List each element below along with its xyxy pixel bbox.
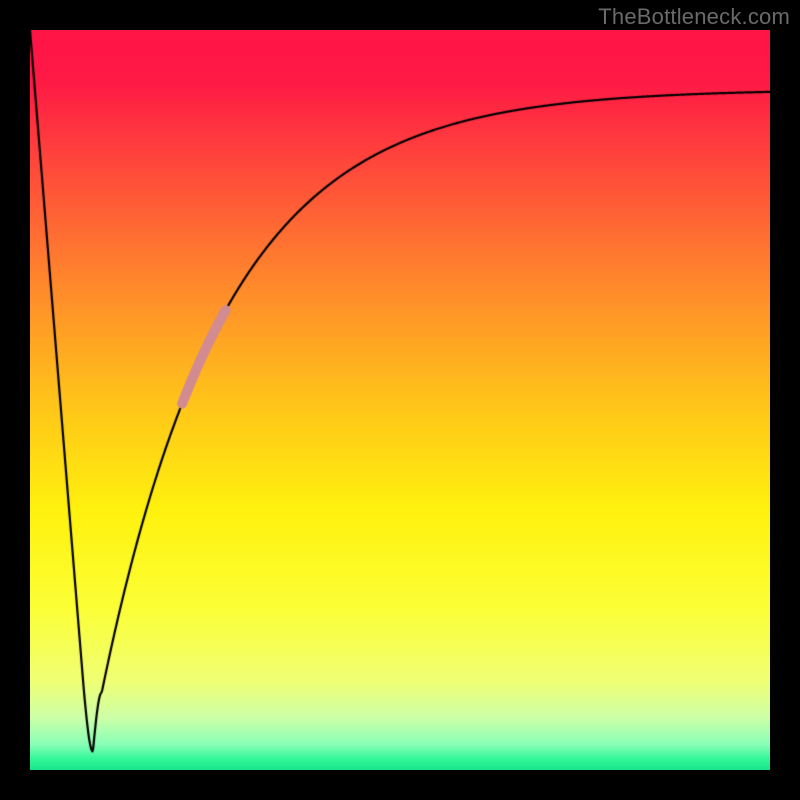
bottleneck-curve-chart: [30, 30, 770, 770]
plot-area: [30, 30, 770, 770]
figure-outer: TheBottleneck.com: [0, 0, 800, 800]
watermark-text: TheBottleneck.com: [598, 4, 790, 30]
